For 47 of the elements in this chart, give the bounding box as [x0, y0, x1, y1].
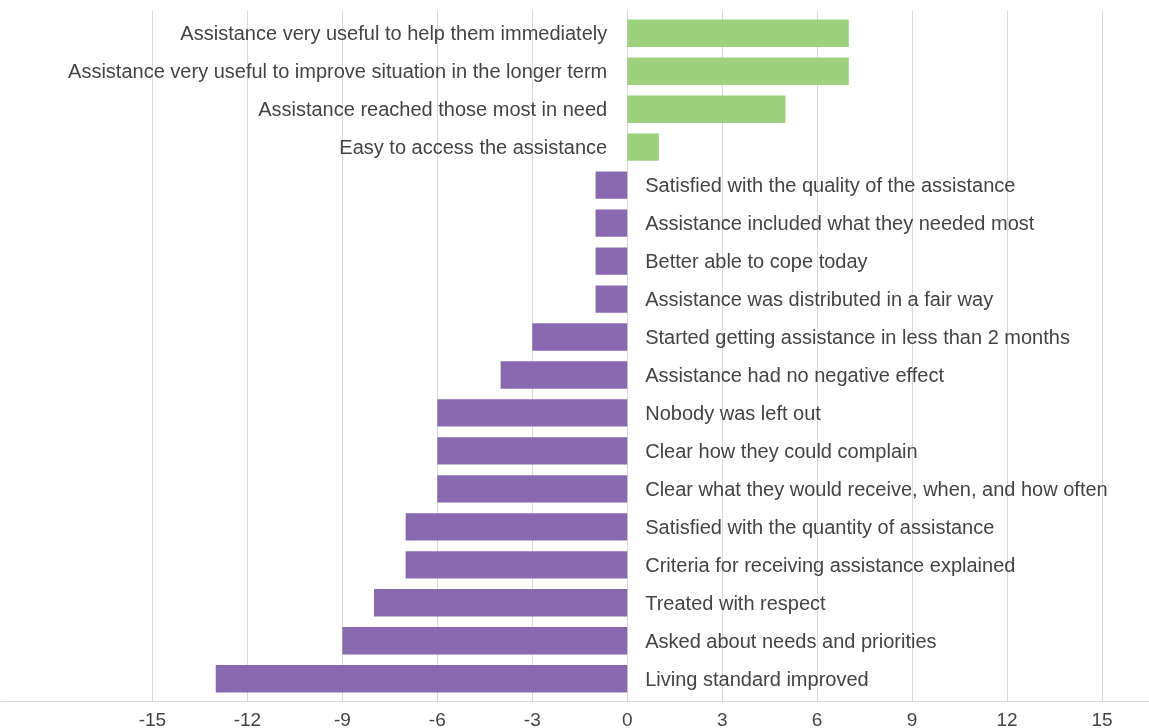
x-tick-label: 0 [621, 708, 633, 728]
bar [500, 361, 628, 389]
x-tick-label: 9 [906, 708, 918, 728]
bar [595, 247, 628, 275]
y-tick-label: Clear what they would receive, when, and how often [645, 477, 1108, 500]
x-tick-label: 3 [716, 708, 728, 728]
y-tick-label: Satisfied with the quantity of assistance [645, 515, 995, 538]
y-tick-label: Clear how they could complain [645, 439, 918, 462]
y-tick-label: Started getting assistance in less than 2 months [645, 326, 1070, 349]
y-tick-label: Easy to access the assistance [339, 136, 608, 159]
bar [595, 209, 628, 237]
bar [532, 323, 628, 351]
bar [437, 399, 628, 427]
bar [405, 551, 628, 579]
bar [595, 171, 628, 199]
y-tick-label: Satisfied with the quality of the assistance [645, 174, 1016, 197]
x-tick-label: -3 [523, 708, 541, 728]
bar [595, 285, 628, 313]
x-tick-label: -6 [428, 708, 446, 728]
bar [627, 57, 849, 85]
y-tick-label: Living standard improved [645, 667, 869, 690]
bar [627, 133, 659, 161]
y-tick-label: Better able to cope today [645, 250, 868, 273]
x-tick-label: 12 [996, 708, 1018, 728]
x-tick-label: -15 [138, 708, 167, 728]
y-tick-label: Assistance reached those most in need [258, 98, 608, 121]
y-tick-label: Nobody was left out [645, 401, 822, 424]
bar [437, 475, 628, 503]
x-tick-label: 15 [1091, 708, 1113, 728]
bar [437, 437, 628, 465]
x-tick-label: 6 [811, 708, 823, 728]
y-tick-label: Assistance very useful to help them immediately [180, 22, 608, 45]
bar [215, 665, 628, 693]
y-tick-label: Assistance very useful to improve situation in the longer term [68, 60, 608, 83]
y-tick-label: Assistance was distributed in a fair way [645, 288, 994, 311]
bar [627, 95, 786, 123]
bar [405, 513, 628, 541]
y-tick-label: Assistance had no negative effect [645, 363, 945, 386]
y-tick-label: Asked about needs and priorities [645, 629, 937, 652]
y-tick-label: Assistance included what they needed most [645, 212, 1035, 235]
bar [342, 627, 628, 655]
y-tick-label: Treated with respect [645, 591, 827, 614]
y-tick-label: Criteria for receiving assistance explained [645, 553, 1016, 576]
x-tick-label: -9 [333, 708, 351, 728]
bar [374, 589, 628, 617]
x-tick-label: -12 [233, 708, 262, 728]
bar [627, 19, 849, 47]
